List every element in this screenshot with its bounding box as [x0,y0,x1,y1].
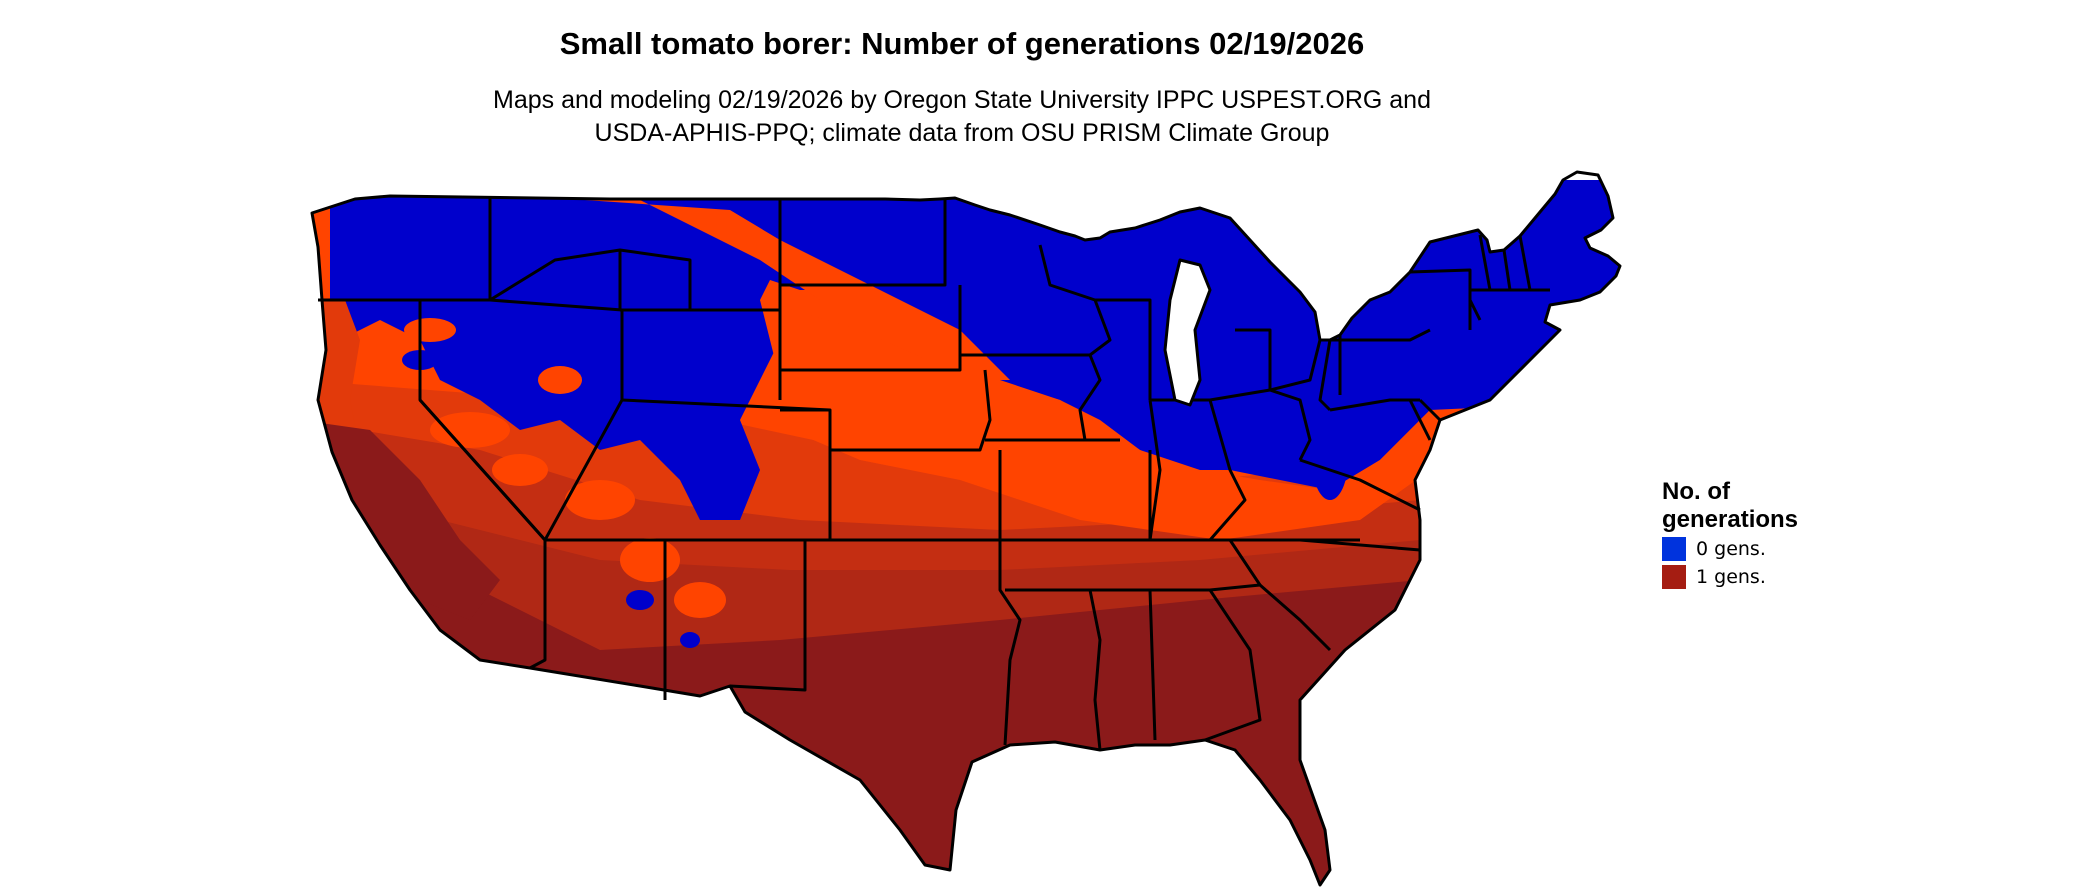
subtitle-line-1: Maps and modeling 02/19/2026 by Oregon S… [493,86,1431,114]
legend-title: No. of generations [1662,478,1922,534]
legend-label-0-gens: 0 gens. [1696,538,1766,560]
generation-fill-layer [312,180,1620,885]
subtitle-line-2: USDA-APHIS-PPQ; climate data from OSU PR… [594,119,1330,147]
legend-swatch-1-gens [1662,565,1686,589]
legend-title-line-1: No. of [1662,478,1730,505]
legend-title-line-2: generations [1662,506,1799,533]
legend-item-0-gens: 0 gens. [1662,536,1922,562]
legend-label-1-gens: 1 gens. [1696,566,1766,588]
legend-item-1-gens: 1 gens. [1662,564,1922,590]
map-subtitle: Maps and modeling 02/19/2026 by Oregon S… [0,84,1924,150]
state-boundaries [310,170,1622,887]
legend-swatch-0-gens [1662,537,1686,561]
map-title: Small tomato borer: Number of generation… [559,26,1365,61]
map-legend: No. of generations 0 gens. 1 gens. [1662,478,1922,590]
